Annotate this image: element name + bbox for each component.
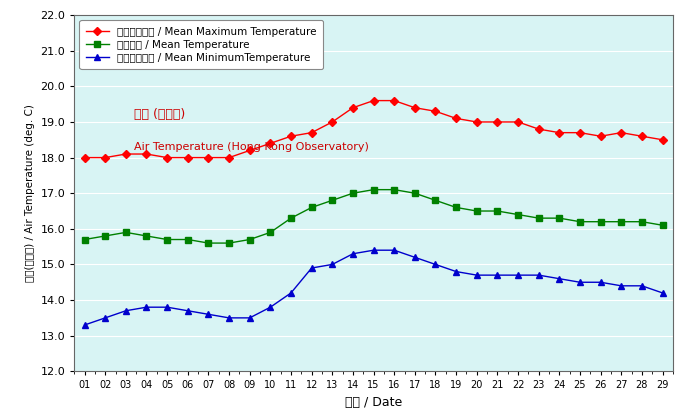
平均最低氣溫 / Mean MinimumTemperature	[163, 304, 171, 310]
平均最低氣溫 / Mean MinimumTemperature	[637, 284, 646, 289]
平均最高氣溫 / Mean Maximum Temperature	[287, 134, 295, 139]
平均氣溫 / Mean Temperature	[473, 208, 481, 213]
平均最高氣溫 / Mean Maximum Temperature	[246, 148, 254, 153]
平均氣溫 / Mean Temperature	[287, 215, 295, 220]
平均最高氣溫 / Mean Maximum Temperature	[452, 116, 460, 121]
Line: 平均氣溫 / Mean Temperature: 平均氣溫 / Mean Temperature	[82, 187, 666, 246]
平均氣溫 / Mean Temperature	[184, 237, 192, 242]
平均最高氣溫 / Mean Maximum Temperature	[122, 152, 130, 157]
平均最低氣溫 / Mean MinimumTemperature	[81, 323, 89, 328]
平均氣溫 / Mean Temperature	[101, 234, 109, 239]
平均氣溫 / Mean Temperature	[596, 219, 605, 224]
平均氣溫 / Mean Temperature	[411, 191, 419, 196]
平均最低氣溫 / Mean MinimumTemperature	[390, 248, 398, 253]
平均氣溫 / Mean Temperature	[617, 219, 625, 224]
平均最高氣溫 / Mean Maximum Temperature	[535, 126, 543, 131]
平均最高氣溫 / Mean Maximum Temperature	[432, 109, 440, 114]
平均最低氣溫 / Mean MinimumTemperature	[514, 273, 522, 278]
平均最低氣溫 / Mean MinimumTemperature	[246, 315, 254, 320]
平均氣溫 / Mean Temperature	[555, 215, 564, 220]
平均最高氣溫 / Mean Maximum Temperature	[101, 155, 109, 160]
平均最低氣溫 / Mean MinimumTemperature	[349, 251, 357, 256]
平均最低氣溫 / Mean MinimumTemperature	[555, 276, 564, 281]
平均最高氣溫 / Mean Maximum Temperature	[596, 134, 605, 139]
平均氣溫 / Mean Temperature	[514, 212, 522, 217]
平均最低氣溫 / Mean MinimumTemperature	[432, 262, 440, 267]
Line: 平均最低氣溫 / Mean MinimumTemperature: 平均最低氣溫 / Mean MinimumTemperature	[82, 247, 666, 328]
平均最低氣溫 / Mean MinimumTemperature	[535, 273, 543, 278]
平均最高氣溫 / Mean Maximum Temperature	[184, 155, 192, 160]
平均最低氣溫 / Mean MinimumTemperature	[473, 273, 481, 278]
平均最低氣溫 / Mean MinimumTemperature	[452, 269, 460, 274]
平均最高氣溫 / Mean Maximum Temperature	[349, 105, 357, 110]
Legend: 平均最高氣溫 / Mean Maximum Temperature, 平均氣溫 / Mean Temperature, 平均最低氣溫 / Mean Minimu: 平均最高氣溫 / Mean Maximum Temperature, 平均氣溫 …	[79, 20, 323, 69]
平均氣溫 / Mean Temperature	[81, 237, 89, 242]
平均氣溫 / Mean Temperature	[163, 237, 171, 242]
平均氣溫 / Mean Temperature	[225, 241, 233, 246]
平均最低氣溫 / Mean MinimumTemperature	[369, 248, 378, 253]
平均最低氣溫 / Mean MinimumTemperature	[576, 280, 584, 285]
平均最低氣溫 / Mean MinimumTemperature	[287, 290, 295, 295]
平均最低氣溫 / Mean MinimumTemperature	[205, 312, 213, 317]
平均最高氣溫 / Mean Maximum Temperature	[225, 155, 233, 160]
Text: Air Temperature (Hong Kong Observatory): Air Temperature (Hong Kong Observatory)	[134, 142, 369, 152]
平均最高氣溫 / Mean Maximum Temperature	[266, 141, 274, 146]
平均最高氣溫 / Mean Maximum Temperature	[411, 105, 419, 110]
平均氣溫 / Mean Temperature	[142, 234, 150, 239]
平均最高氣溫 / Mean Maximum Temperature	[617, 130, 625, 135]
平均氣溫 / Mean Temperature	[308, 205, 316, 210]
Text: 氣溫 (天文台): 氣溫 (天文台)	[134, 108, 185, 121]
平均最高氣溫 / Mean Maximum Temperature	[637, 134, 646, 139]
平均氣溫 / Mean Temperature	[659, 223, 667, 228]
平均氣溫 / Mean Temperature	[452, 205, 460, 210]
平均氣溫 / Mean Temperature	[432, 198, 440, 203]
平均最低氣溫 / Mean MinimumTemperature	[493, 273, 501, 278]
平均最高氣溫 / Mean Maximum Temperature	[659, 137, 667, 142]
平均最高氣溫 / Mean Maximum Temperature	[514, 119, 522, 124]
平均最高氣溫 / Mean Maximum Temperature	[390, 98, 398, 103]
平均最低氣溫 / Mean MinimumTemperature	[411, 255, 419, 260]
平均最高氣溫 / Mean Maximum Temperature	[369, 98, 378, 103]
平均氣溫 / Mean Temperature	[328, 198, 337, 203]
平均最高氣溫 / Mean Maximum Temperature	[205, 155, 213, 160]
平均最高氣溫 / Mean Maximum Temperature	[308, 130, 316, 135]
平均氣溫 / Mean Temperature	[369, 187, 378, 192]
平均最高氣溫 / Mean Maximum Temperature	[142, 152, 150, 157]
Line: 平均最高氣溫 / Mean Maximum Temperature: 平均最高氣溫 / Mean Maximum Temperature	[82, 98, 666, 160]
平均最高氣溫 / Mean Maximum Temperature	[81, 155, 89, 160]
Y-axis label: 氣溫(攝氏度) / Air Temperature (deg. C): 氣溫(攝氏度) / Air Temperature (deg. C)	[25, 104, 35, 282]
平均最低氣溫 / Mean MinimumTemperature	[617, 284, 625, 289]
平均最高氣溫 / Mean Maximum Temperature	[555, 130, 564, 135]
平均最低氣溫 / Mean MinimumTemperature	[101, 315, 109, 320]
平均最高氣溫 / Mean Maximum Temperature	[473, 119, 481, 124]
平均氣溫 / Mean Temperature	[246, 237, 254, 242]
平均最低氣溫 / Mean MinimumTemperature	[659, 290, 667, 295]
平均最高氣溫 / Mean Maximum Temperature	[576, 130, 584, 135]
平均最高氣溫 / Mean Maximum Temperature	[328, 119, 337, 124]
平均最低氣溫 / Mean MinimumTemperature	[225, 315, 233, 320]
平均最低氣溫 / Mean MinimumTemperature	[596, 280, 605, 285]
平均最高氣溫 / Mean Maximum Temperature	[493, 119, 501, 124]
平均最低氣溫 / Mean MinimumTemperature	[184, 308, 192, 313]
平均最低氣溫 / Mean MinimumTemperature	[266, 304, 274, 310]
平均氣溫 / Mean Temperature	[122, 230, 130, 235]
平均最低氣溫 / Mean MinimumTemperature	[328, 262, 337, 267]
平均最低氣溫 / Mean MinimumTemperature	[122, 308, 130, 313]
平均氣溫 / Mean Temperature	[493, 208, 501, 213]
平均最高氣溫 / Mean Maximum Temperature	[163, 155, 171, 160]
平均最低氣溫 / Mean MinimumTemperature	[142, 304, 150, 310]
平均氣溫 / Mean Temperature	[349, 191, 357, 196]
平均氣溫 / Mean Temperature	[205, 241, 213, 246]
平均氣溫 / Mean Temperature	[266, 230, 274, 235]
平均氣溫 / Mean Temperature	[390, 187, 398, 192]
平均氣溫 / Mean Temperature	[535, 215, 543, 220]
平均最低氣溫 / Mean MinimumTemperature	[308, 265, 316, 270]
X-axis label: 日期 / Date: 日期 / Date	[345, 396, 402, 409]
平均氣溫 / Mean Temperature	[576, 219, 584, 224]
平均氣溫 / Mean Temperature	[637, 219, 646, 224]
